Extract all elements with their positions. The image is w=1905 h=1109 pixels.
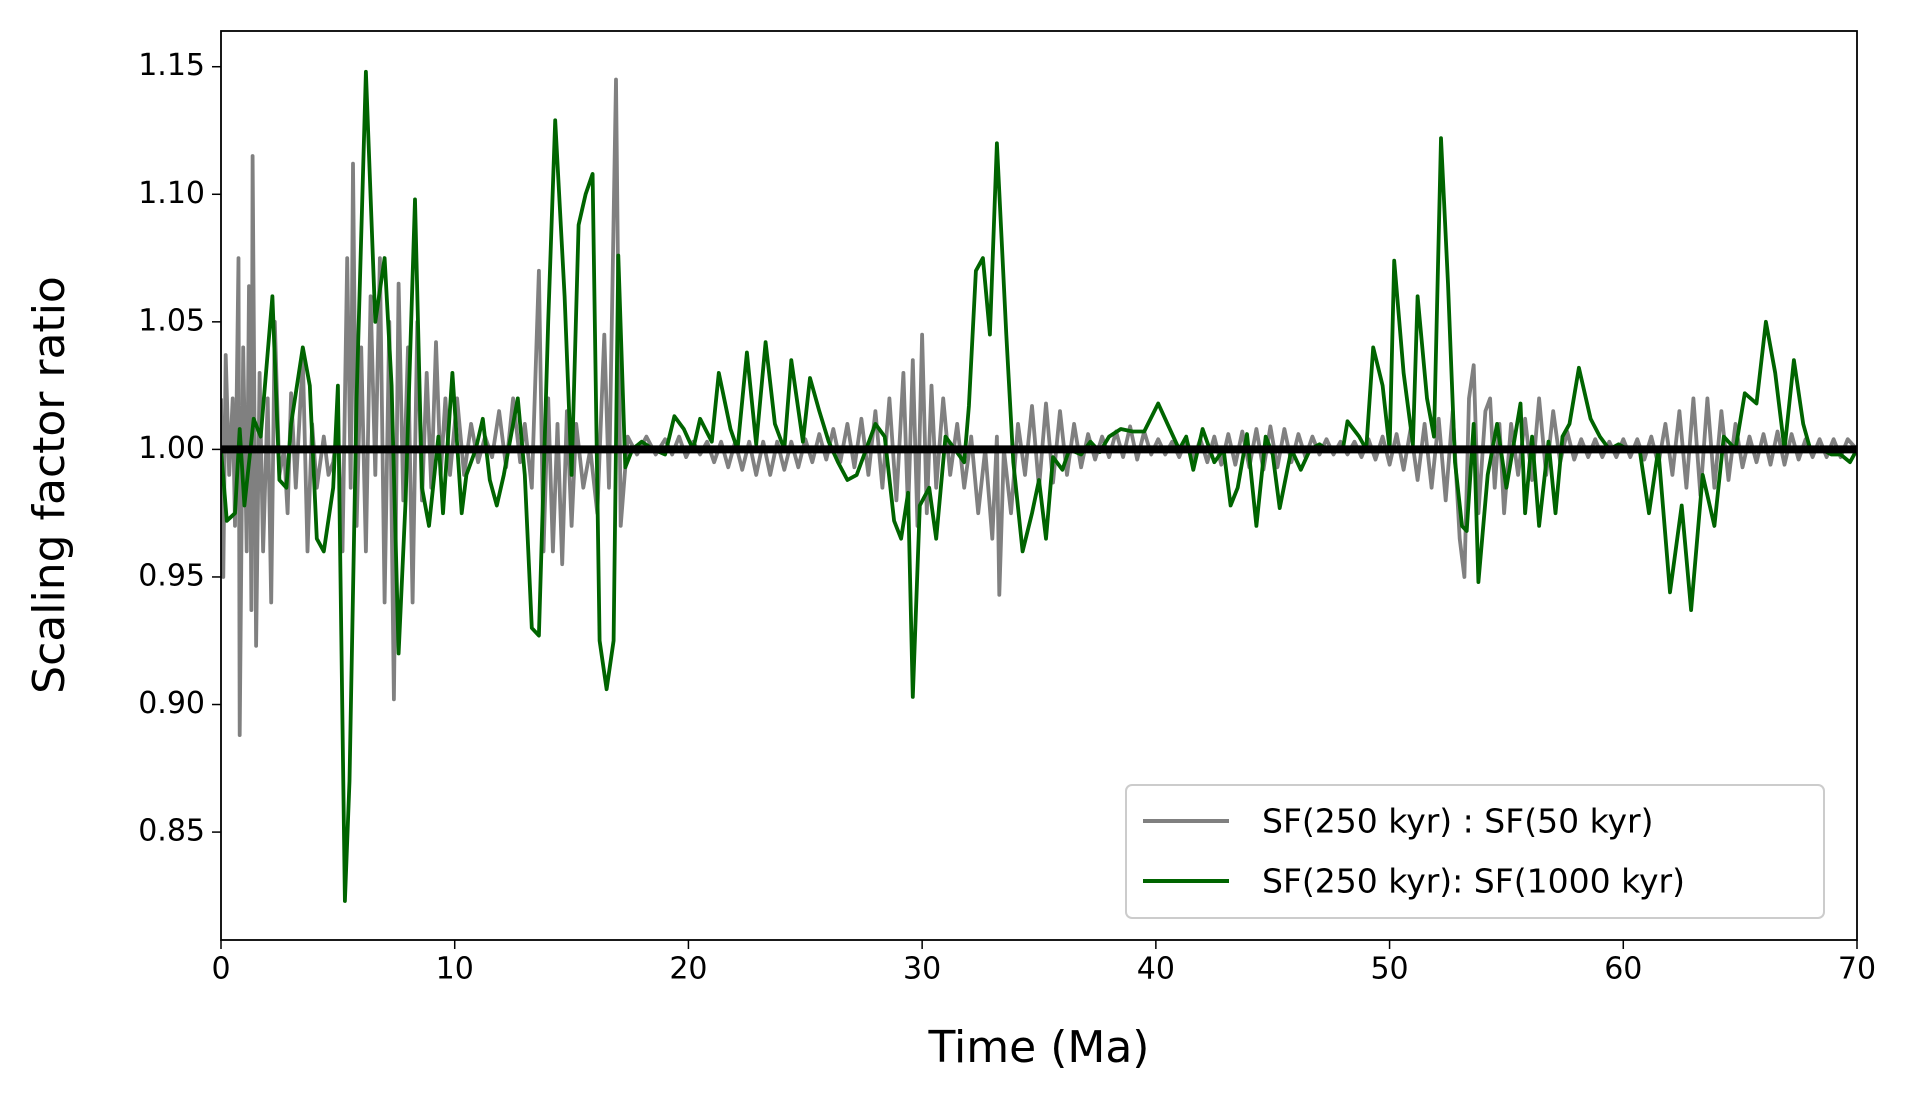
y-tick-label: 1.10 xyxy=(138,176,205,211)
y-tick-label: 0.90 xyxy=(138,686,205,721)
x-tick-label: 70 xyxy=(1838,952,1876,987)
plot-frame xyxy=(220,30,1858,941)
series-line xyxy=(221,77,1857,737)
x-tick-label: 60 xyxy=(1604,952,1642,987)
legend-label: SF(250 kyr) : SF(50 kyr) xyxy=(1262,802,1653,841)
x-tick-label: 40 xyxy=(1137,952,1175,987)
x-tick-label: 30 xyxy=(903,952,941,987)
series-line xyxy=(221,69,1857,903)
y-tick-label: 1.15 xyxy=(138,48,205,83)
x-tick-label: 20 xyxy=(669,952,707,987)
y-axis-label: Scaling factor ratio xyxy=(24,276,75,694)
x-axis-label: Time (Ma) xyxy=(928,1022,1150,1073)
y-tick-label: 1.00 xyxy=(138,431,205,466)
y-tick-label: 0.95 xyxy=(138,558,205,593)
legend-label: SF(250 kyr): SF(1000 kyr) xyxy=(1262,862,1685,901)
x-tick-label: 10 xyxy=(436,952,474,987)
x-tick-label: 0 xyxy=(211,952,230,987)
x-tick-label: 50 xyxy=(1370,952,1408,987)
y-tick-label: 1.05 xyxy=(138,303,205,338)
legend-box xyxy=(1125,784,1825,919)
y-tick-label: 0.85 xyxy=(138,814,205,849)
